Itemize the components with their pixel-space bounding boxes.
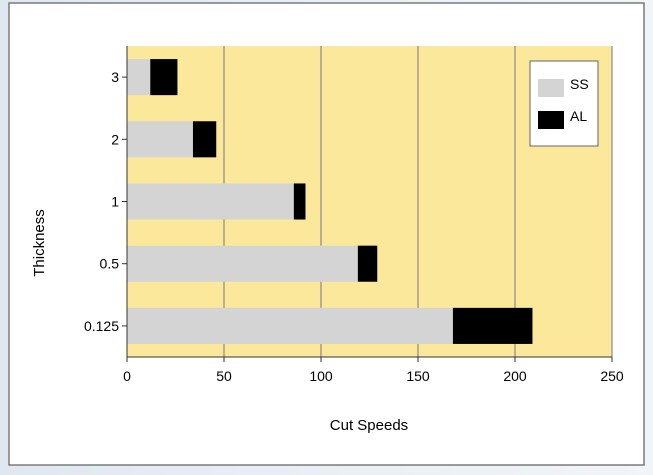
legend-label-al: AL <box>570 108 587 124</box>
bar-marks <box>127 59 533 344</box>
y-tick-label-3: 0.5 <box>100 256 120 272</box>
y-tick-label-4: 0.125 <box>84 318 119 334</box>
legend-box <box>529 60 599 147</box>
x-tick-label-3: 150 <box>406 368 430 384</box>
x-tick-label-0: 0 <box>123 368 131 384</box>
x-tick-label-5: 250 <box>600 368 624 384</box>
bar-al-4 <box>452 307 533 344</box>
bar-ss-1 <box>127 121 193 158</box>
bar-ss-2 <box>127 183 294 220</box>
y-tick-label-1: 2 <box>111 131 119 147</box>
legend-swatch-ss <box>538 79 564 97</box>
bar-al-2 <box>293 183 306 220</box>
y-tick-label-2: 1 <box>111 194 119 210</box>
bar-al-1 <box>192 121 217 158</box>
bar-ss-3 <box>127 245 358 282</box>
legend-label-ss: SS <box>570 76 589 92</box>
axes: 0 50 100 150 200 250 3 2 1 0.5 0.125 <box>84 46 624 384</box>
bar-al-3 <box>357 245 378 282</box>
bar-al-0 <box>150 59 178 96</box>
bar-ss-0 <box>127 59 151 96</box>
x-tick-label-1: 50 <box>216 368 232 384</box>
y-axis-label: Thickness <box>31 209 48 277</box>
bar-ss-4 <box>127 307 453 344</box>
x-axis-label: Cut Speeds <box>330 417 408 434</box>
y-tick-label-0: 3 <box>111 69 119 85</box>
legend-swatch-al <box>538 111 564 129</box>
x-tick-label-4: 200 <box>503 368 527 384</box>
x-tick-label-2: 100 <box>309 368 333 384</box>
legend: SS AL <box>529 60 599 147</box>
